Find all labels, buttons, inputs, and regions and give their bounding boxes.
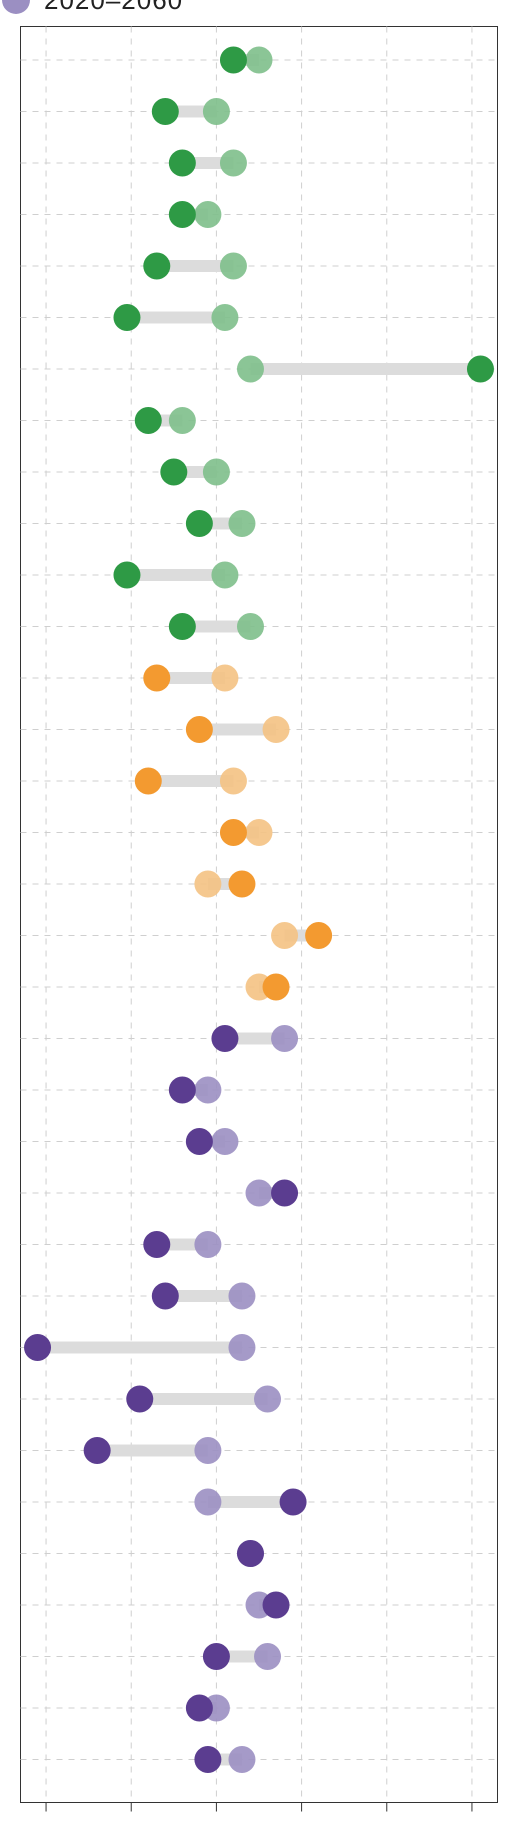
end-point: [219, 46, 247, 74]
start-point: [219, 149, 247, 177]
dumbbell-connector: [156, 260, 234, 272]
plot-frame: [20, 26, 498, 1803]
start-point: [202, 98, 230, 125]
end-point: [185, 716, 213, 743]
start-point: [245, 46, 273, 74]
dumbbell-connector: [224, 1032, 285, 1045]
end-point: [466, 355, 494, 383]
start-point: [254, 1643, 282, 1670]
dumbbell-connector: [37, 1341, 242, 1354]
end-point: [271, 1179, 299, 1207]
end-point: [168, 149, 196, 177]
end-point: [168, 1076, 196, 1104]
legend-swatch-icon: [2, 0, 30, 14]
start-point: [202, 458, 230, 486]
end-point: [113, 304, 141, 331]
start-point: [245, 819, 273, 846]
dumbbell-connector: [139, 1393, 268, 1405]
start-point: [254, 1385, 282, 1413]
end-point: [134, 407, 162, 434]
start-point: [245, 1179, 273, 1207]
end-point: [185, 510, 213, 537]
end-point: [134, 767, 162, 795]
end-point: [24, 1334, 52, 1361]
end-point: [113, 561, 141, 589]
end-point: [143, 1231, 171, 1258]
end-point: [202, 1643, 230, 1670]
start-point: [236, 355, 264, 383]
start-point: [194, 1437, 222, 1464]
end-point: [262, 973, 290, 1001]
legend-item: 2020–2060: [0, 0, 183, 15]
start-point: [194, 1076, 222, 1104]
end-point: [211, 1025, 239, 1052]
legend-label: 2020–2060: [44, 0, 183, 16]
end-point: [160, 458, 188, 486]
dumbbell-connector: [182, 620, 251, 633]
start-point: [211, 664, 239, 692]
start-point: [271, 922, 299, 949]
start-point: [228, 1282, 256, 1310]
end-point: [143, 664, 171, 692]
end-point: [185, 1128, 213, 1155]
start-point: [211, 304, 239, 331]
end-point: [185, 1694, 213, 1722]
end-point: [305, 922, 333, 949]
dumbbell-connector: [156, 672, 225, 684]
start-point: [194, 1488, 222, 1516]
end-point: [143, 252, 171, 280]
marks-layer: [24, 46, 494, 1773]
dumbbell-connector: [165, 1290, 242, 1302]
start-point: [219, 252, 247, 280]
end-point: [262, 1591, 290, 1619]
end-point: [236, 1540, 264, 1567]
end-point: [194, 1746, 222, 1773]
start-point: [211, 1128, 239, 1155]
start-point: [228, 1334, 256, 1361]
start-point: [194, 1231, 222, 1258]
dumbbell-connector: [199, 723, 277, 736]
end-point: [279, 1488, 307, 1516]
start-point: [228, 510, 256, 537]
dumbbell-connector: [207, 1496, 294, 1508]
end-point: [228, 870, 256, 898]
end-point: [168, 613, 196, 640]
start-point: [194, 201, 222, 228]
start-point: [262, 716, 290, 743]
end-point: [151, 1282, 179, 1310]
dumbbell-connector: [97, 1444, 208, 1457]
end-point: [151, 98, 179, 125]
start-point: [228, 1746, 256, 1773]
end-point: [83, 1437, 111, 1464]
x-axis-ticks: [45, 1802, 473, 1812]
dumbbell-connector: [126, 311, 225, 324]
start-point: [236, 613, 264, 640]
start-point: [168, 407, 196, 434]
dumbbell-connector: [148, 775, 234, 787]
end-point: [168, 201, 196, 228]
dumbbell-connector: [126, 569, 225, 581]
start-point: [211, 561, 239, 589]
dumbbell-connector: [250, 363, 481, 375]
start-point: [194, 870, 222, 898]
end-point: [126, 1385, 154, 1413]
end-point: [219, 819, 247, 846]
start-point: [271, 1025, 299, 1052]
start-point: [219, 767, 247, 795]
